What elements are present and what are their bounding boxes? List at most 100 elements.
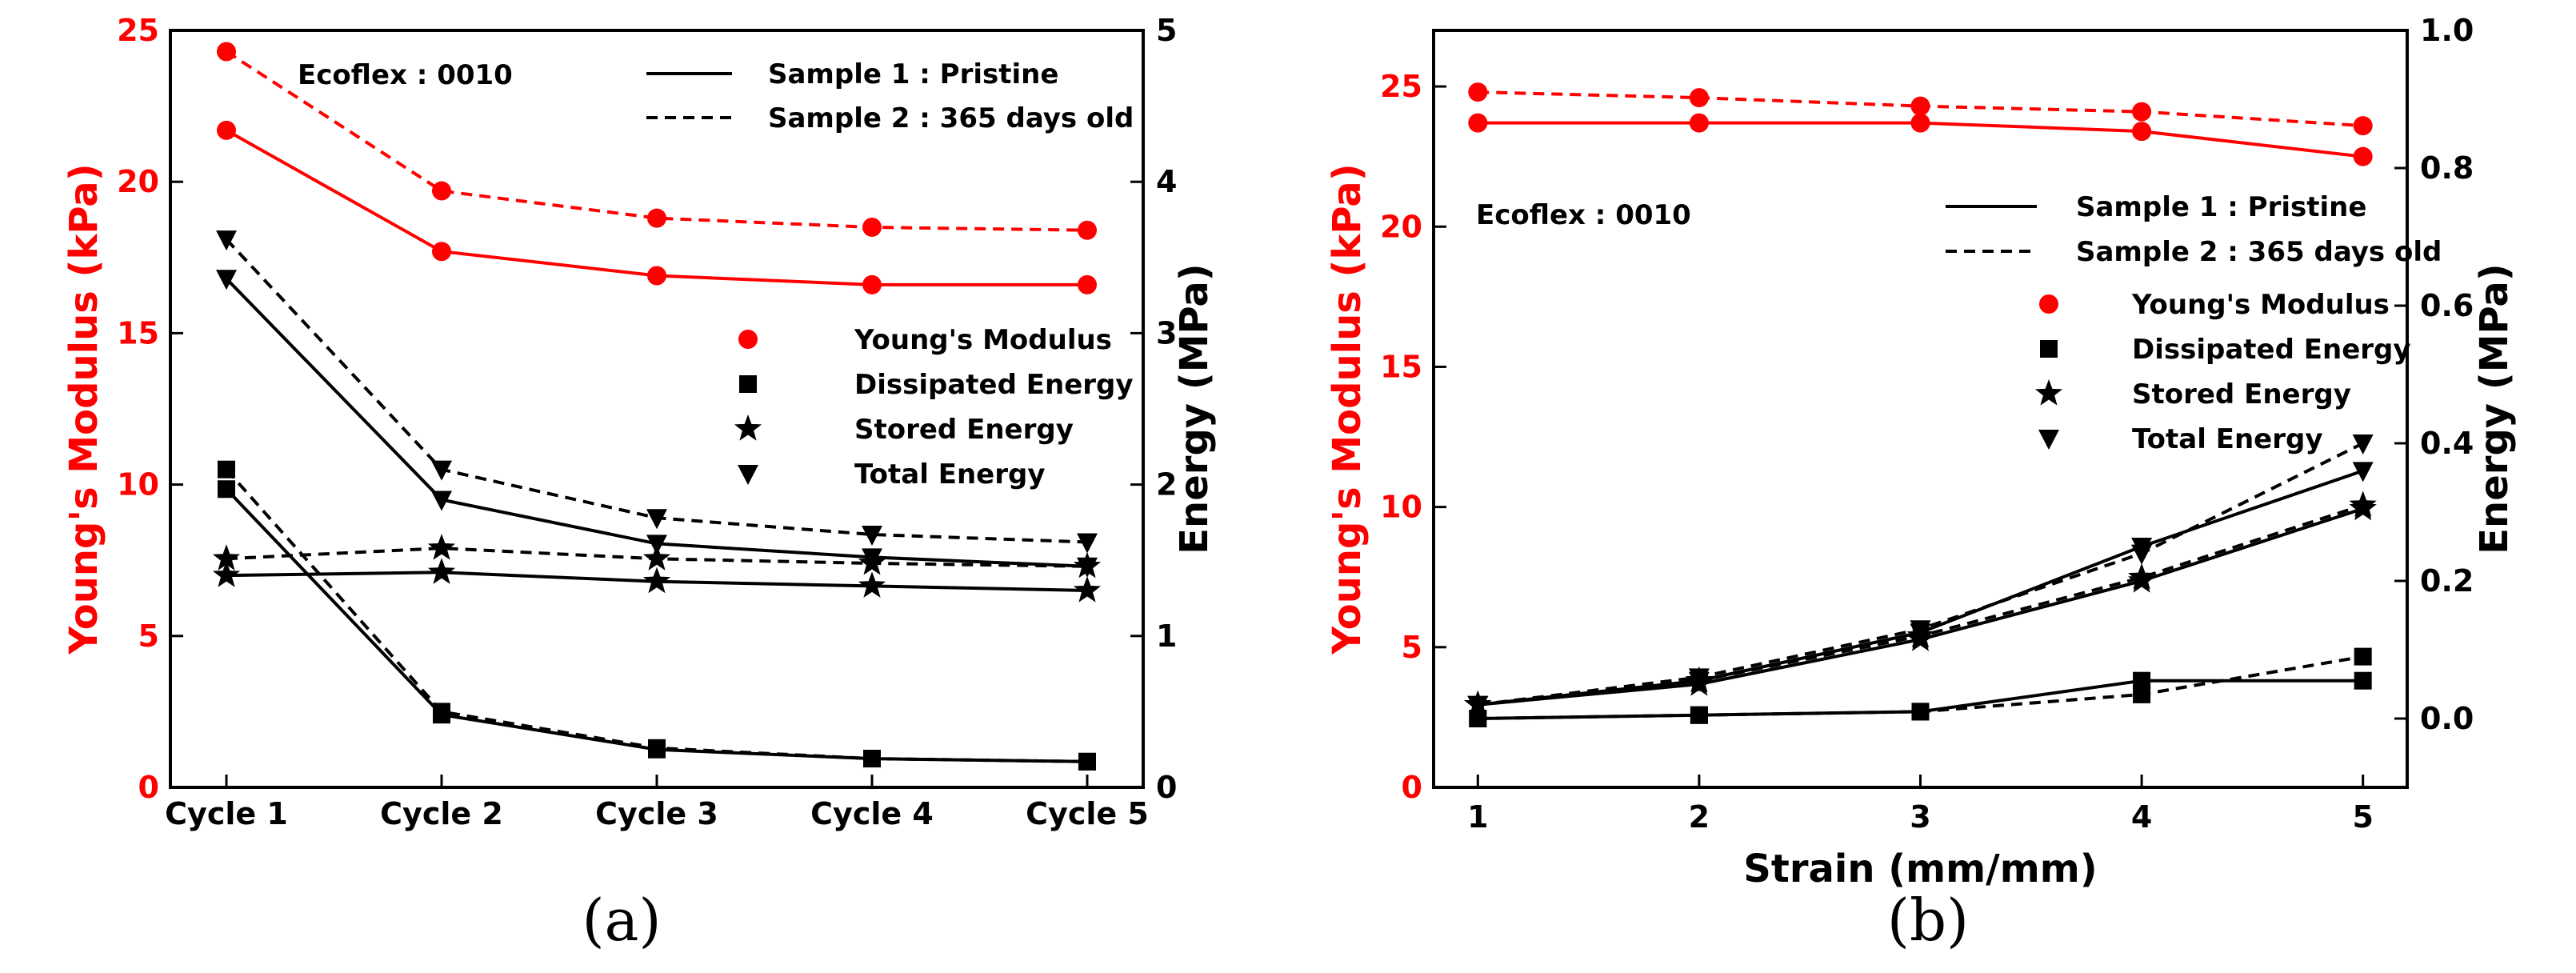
series-line [1478,503,2364,707]
series-line [225,50,1088,232]
data-point-triangle-down [2352,462,2374,482]
right-y-axis-label: Energy (MPa) [2472,263,2517,554]
data-point-circle [2353,146,2373,166]
data-point-star [427,534,456,560]
data-point-square [1078,752,1096,771]
legend-marker-star [734,414,762,441]
left-y-tick-label: 25 [1380,69,1422,104]
data-point-star [642,544,671,571]
data-point-square [863,750,881,768]
data-point-star [1073,576,1102,603]
legend-marker-triangle-down [2038,430,2059,450]
left-y-tick-label: 10 [1380,490,1422,525]
data-point-square [433,703,450,721]
x-tick-label: 2 [1689,799,1710,835]
legend-label-sample: Sample 2 : 365 days old [2076,236,2442,268]
right-y-axis-label: Energy (MPa) [1172,263,1217,554]
data-point-square [2133,685,2151,703]
legend-label-sample: Sample 2 : 365 days old [768,102,1134,134]
series-line [1478,507,2364,707]
data-point-star [212,544,241,571]
panel-caption: (a) [582,887,661,954]
data-point-circle [432,181,451,201]
x-tick-label: Cycle 5 [1026,796,1149,831]
data-point-circle [647,208,666,228]
data-point-square [2133,671,2151,690]
data-point-circle [1078,220,1097,240]
data-point-circle [1078,274,1097,294]
legend-label-quantity: Young's Modulus [854,324,1112,356]
legend-label-quantity: Total Energy [2132,423,2322,455]
data-point-circle [2132,102,2152,122]
legend-label-sample: Sample 1 : Pristine [2076,191,2366,223]
x-tick-label: 1 [1467,799,1488,835]
x-tick-label: 3 [1910,799,1930,835]
left-y-tick-label: 0 [1402,770,1422,805]
data-point-square [218,460,235,478]
legend-label-quantity: Young's Modulus [2131,289,2390,321]
x-tick-label: 4 [2131,799,2152,835]
data-point-circle [1468,82,1488,102]
data-point-triangle-down [1077,533,1098,554]
data-point-circle [1689,88,1709,108]
right-y-tick-label: 4 [1156,164,1177,199]
x-tick-label: Cycle 2 [380,796,503,831]
data-point-triangle-down [216,270,237,290]
left-y-tick-label: 5 [1402,630,1422,665]
legend-label-sample: Sample 1 : Pristine [768,58,1058,90]
data-point-square [1690,706,1708,724]
right-y-tick-label: 0.0 [2420,701,2474,736]
data-point-star [858,571,886,598]
legend-label-quantity: Total Energy [854,458,1045,491]
panel-caption: (b) [1887,887,1969,954]
data-point-square [218,480,235,499]
series-line [1478,469,2364,707]
legend-label-quantity: Stored Energy [854,414,1074,446]
data-point-circle [432,242,451,262]
data-point-star [642,567,671,594]
data-point-star [1906,621,1934,648]
x-tick-label: Cycle 4 [810,796,934,831]
data-point-star [1685,666,1713,693]
right-y-tick-label: 5 [1156,13,1177,48]
plot-frame [169,29,1145,789]
left-y-axis-label: Young's Modulus (kPa) [1325,163,1370,655]
data-point-circle [217,42,236,62]
data-point-circle [1910,96,1930,116]
left-y-tick-label: 0 [138,770,159,805]
data-point-circle [1910,113,1930,133]
left-y-tick-label: 20 [1380,209,1422,244]
left-y-tick-label: 15 [1380,349,1422,384]
data-point-star [2128,563,2156,590]
data-point-star [2349,491,2377,517]
left-y-tick-label: 25 [117,13,159,48]
data-point-circle [862,217,882,237]
legend-marker-circle [2039,294,2058,314]
data-point-circle [862,274,882,294]
right-y-tick-label: 0.6 [2420,288,2474,323]
legend-label-quantity: Dissipated Energy [854,369,1134,401]
left-y-tick-label: 10 [117,467,159,503]
annotation-material: Ecoflex : 0010 [1476,199,1691,231]
legend-label-quantity: Stored Energy [2132,378,2351,410]
legend-marker-triangle-down [738,465,758,485]
data-point-triangle-down [862,526,882,547]
right-y-tick-label: 0 [1156,770,1177,805]
data-point-triangle-down [2352,434,2374,454]
series-line [1478,442,2364,707]
data-point-circle [217,120,236,140]
data-point-triangle-down [431,460,452,481]
data-point-star [1464,690,1492,717]
data-point-circle [1468,113,1488,133]
legend-marker-square [2040,340,2058,358]
x-tick-label: 5 [2352,799,2373,835]
right-y-tick-label: 0.8 [2420,150,2474,186]
series-line [225,487,1088,763]
data-point-triangle-down [216,230,237,251]
legend-marker-star [2034,379,2063,406]
series-line [226,129,1087,286]
chart-panel-b: 0 5 10 15 20 25 0.0 0.2 0.4 0.6 0.8 1.0 1 2 3 4 5 Young's… [1325,13,2517,954]
left-y-axis-label: Young's Modulus (kPa) [62,163,106,655]
data-point-triangle-down [431,491,452,511]
